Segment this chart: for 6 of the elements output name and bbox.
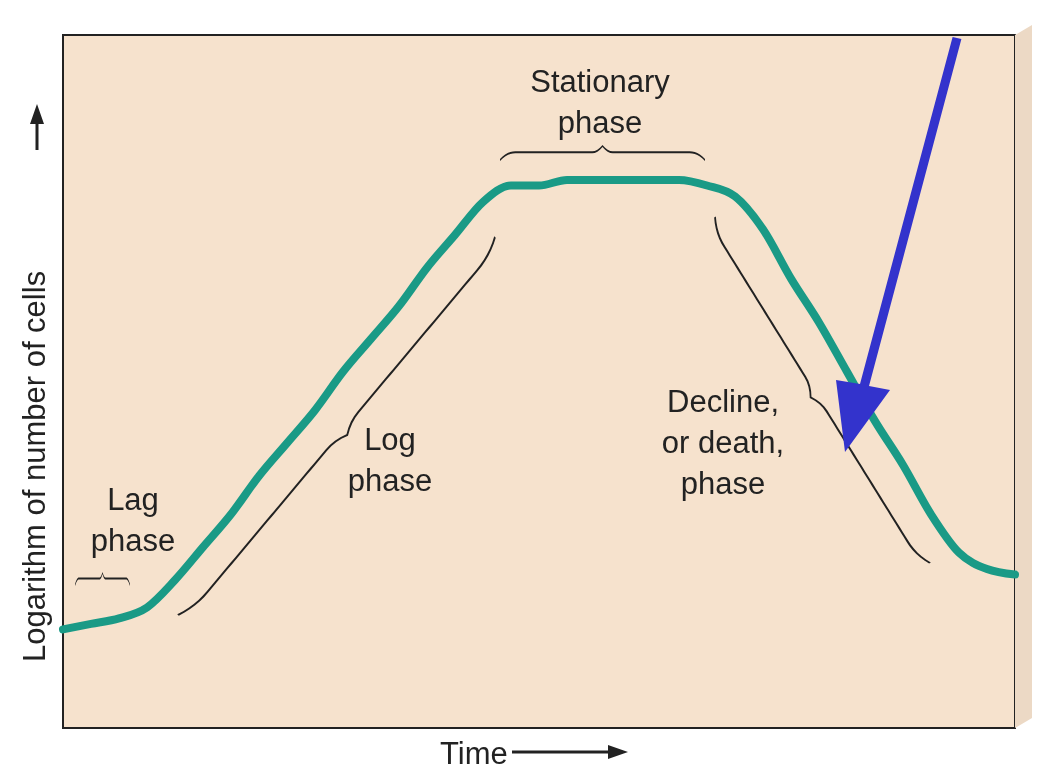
annotation: Lag phase [90,482,176,558]
y-axis-title: Logarithm of number of cells [17,270,52,662]
annotation: Decline, or death, phase [661,384,785,501]
x-axis-title: Time [440,736,508,771]
text: Stationary phase [530,64,671,140]
annotation: Log phase [347,422,433,498]
